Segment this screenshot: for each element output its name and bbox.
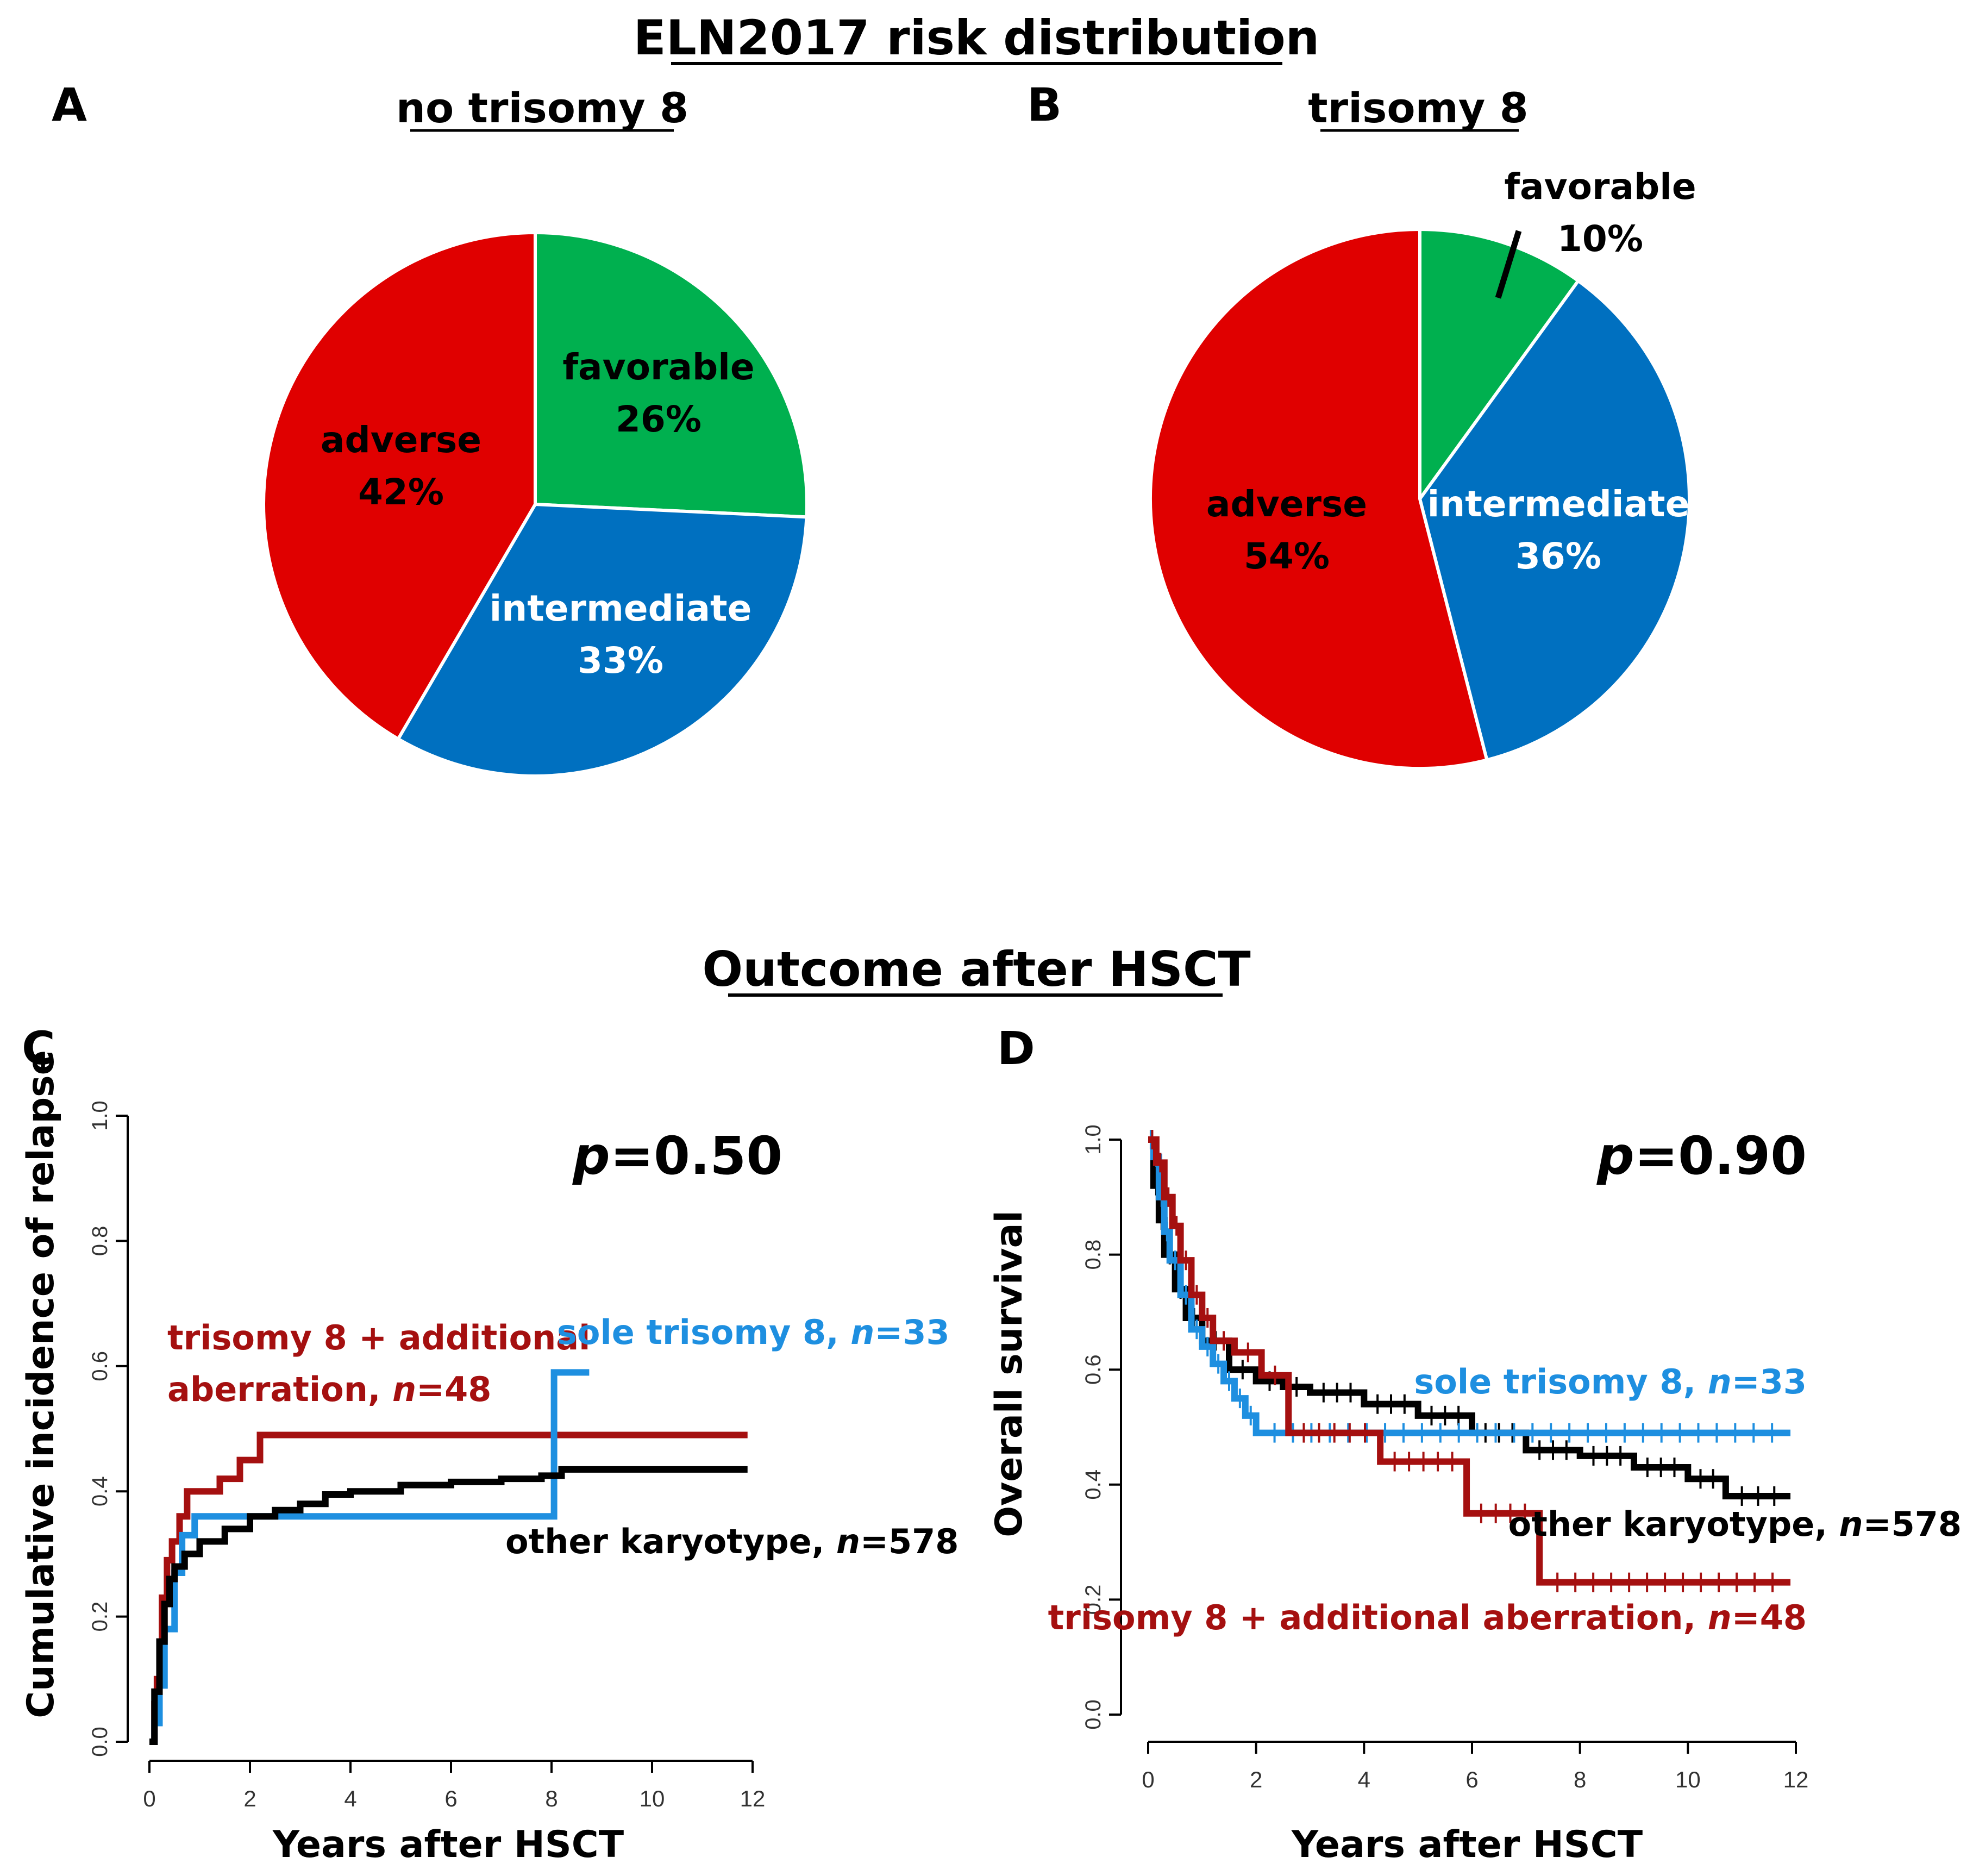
- panel-c-x-tick-label: 4: [344, 1786, 356, 1811]
- panel-d-y-tick-label: 0.8: [1081, 1240, 1105, 1270]
- panel-c-axes: 0.0 0.2 0.4 0.6 0.8 1.0 0 2 4 6 8 10 12: [88, 1100, 765, 1811]
- panel-d-y-tick-label: 0.6: [1081, 1354, 1105, 1385]
- pie-b-pct-intermediate: 36%: [1515, 535, 1601, 577]
- pie-a-slice-adverse: [262, 230, 537, 741]
- panel-d-x-tick-label: 6: [1465, 1767, 1478, 1792]
- pie-a-title: no trisomy 8: [396, 84, 688, 132]
- pie-a-slice-intermediate: [396, 502, 809, 778]
- panel-c-y-tick-label: 0.4: [88, 1476, 112, 1506]
- pie-a-label-intermediate: intermediate: [490, 587, 752, 629]
- panel-label-c: C: [22, 1022, 55, 1075]
- bottom-title: Outcome after HSCT: [702, 941, 1250, 997]
- panel-d-x-tick-label: 0: [1142, 1767, 1154, 1792]
- panel-d-x-tick-label: 4: [1358, 1767, 1370, 1792]
- pie-b-slice-favorable: [1418, 227, 1581, 504]
- panel-c-x-tick-label: 10: [640, 1786, 665, 1811]
- panel-c-y-tick-label: 1.0: [88, 1100, 112, 1131]
- panel-c-ylabel: Cumulative incidence of relapse: [20, 1050, 62, 1718]
- panel-c-y-tick-label: 0.2: [88, 1602, 112, 1632]
- panel-c-x-tick-label: 8: [545, 1786, 558, 1811]
- panel-label-b: B: [1027, 78, 1062, 132]
- pie-b-pct-adverse: 54%: [1244, 535, 1330, 577]
- panel-d-x-tick-label: 2: [1250, 1767, 1262, 1792]
- panel-d-legend-sole: sole trisomy 8, n=33: [1414, 1362, 1807, 1402]
- pie-a-pct-intermediate: 33%: [578, 640, 663, 681]
- pie-b-slice-adverse: [1149, 227, 1489, 770]
- pie-b-label-adverse: adverse: [1206, 483, 1367, 525]
- panel-c-pvalue: p=0.50: [572, 1125, 782, 1186]
- panel-label-a: A: [52, 78, 87, 132]
- pie-b-pct-favorable: 10%: [1557, 218, 1643, 260]
- panel-d-curve-other-karyotype: [1148, 1136, 1791, 1499]
- panel-d-legend-other: other karyotype, n=578: [1508, 1504, 1962, 1544]
- panel-c-y-tick-label: 0.8: [88, 1226, 112, 1256]
- panel-c-legend-other: other karyotype, n=578: [505, 1522, 959, 1561]
- panel-d-legend-additional: trisomy 8 + additional aberration, n=48: [1048, 1598, 1807, 1637]
- panel-c-xlabel: Years after HSCT: [272, 1823, 624, 1866]
- panel-d-axes: 0.0 0.2 0.4 0.6 0.8 1.0 0 2 4 6 8 10 12: [1081, 1124, 1808, 1792]
- panel-c-y-tick-label: 0.6: [88, 1351, 112, 1381]
- panel-c-x-tick-label: 0: [143, 1786, 155, 1811]
- panel-d-y-tick-label: 0.2: [1081, 1585, 1105, 1615]
- panel-d-x-tick-label: 12: [1783, 1767, 1809, 1792]
- panel-d-xlabel: Years after HSCT: [1291, 1823, 1643, 1866]
- top-title: ELN2017 risk distribution: [634, 10, 1320, 66]
- panel-label-d: D: [997, 1022, 1035, 1075]
- pie-a-slice-favorable: [534, 230, 809, 519]
- pie-b-slice-intermediate: [1418, 278, 1691, 762]
- pie-b-favorable-leader-line: [1495, 230, 1522, 299]
- pie-a-pct-adverse: 42%: [358, 471, 444, 513]
- pie-b-label-intermediate: intermediate: [1427, 483, 1690, 525]
- panel-d-pvalue: p=0.90: [1596, 1125, 1807, 1186]
- panel-c-y-tick-label: 0.0: [88, 1727, 112, 1757]
- panel-d-y-tick-label: 0.0: [1081, 1699, 1105, 1730]
- panel-d-x-tick-label: 8: [1574, 1767, 1586, 1792]
- panel-d-ylabel: Overall survival: [988, 1210, 1031, 1537]
- panel-c-x-tick-label: 2: [243, 1786, 256, 1811]
- panel-c-curve-other-karyotype: [149, 1466, 748, 1745]
- panel-d-y-tick-label: 1.0: [1081, 1124, 1105, 1155]
- pie-b-label-favorable: favorable: [1504, 166, 1696, 208]
- panel-d-x-tick-label: 10: [1675, 1767, 1701, 1792]
- panel-c-x-tick-label: 12: [740, 1786, 766, 1811]
- pie-b-title: trisomy 8: [1308, 84, 1528, 132]
- pie-a-pct-favorable: 26%: [616, 398, 701, 440]
- panel-c-x-tick-label: 6: [444, 1786, 457, 1811]
- panel-c-legend-additional-line2: aberration, n=48: [167, 1370, 491, 1409]
- panel-c-legend-sole: sole trisomy 8, n=33: [557, 1312, 950, 1352]
- panel-d-y-tick-label: 0.4: [1081, 1469, 1105, 1500]
- panel-c-legend-additional-line1: trisomy 8 + additional: [167, 1318, 590, 1358]
- pie-a-label-adverse: adverse: [321, 419, 481, 461]
- pie-a-label-favorable: favorable: [562, 346, 754, 388]
